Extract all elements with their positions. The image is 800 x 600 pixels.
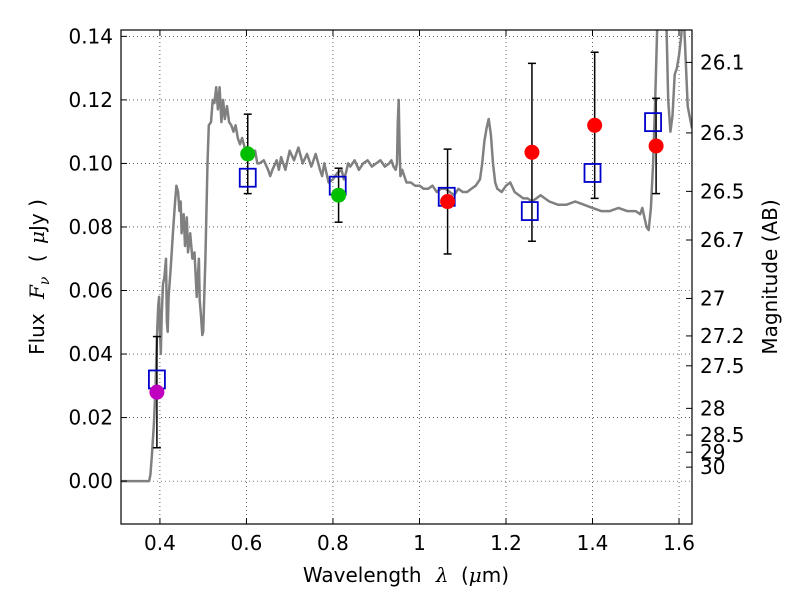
- y-tick-label: 0.10: [68, 151, 113, 175]
- y2-tick-label: 26.1: [700, 50, 745, 74]
- y-tick-label: 0.12: [68, 88, 113, 112]
- y-tick-label: 0.00: [68, 469, 113, 493]
- x-tick-label: 0.6: [231, 531, 263, 555]
- x-tick-label: 0.8: [317, 531, 349, 555]
- spectrum-layer: [121, 30, 692, 483]
- model-point: [238, 167, 257, 188]
- x-tick-label: 1: [413, 531, 426, 555]
- y2-tick-label: 28.5: [700, 423, 745, 447]
- observed-point: [331, 187, 347, 203]
- model-point: [583, 163, 602, 183]
- y2-tick-label: 26.5: [700, 179, 745, 203]
- observed-point: [240, 146, 256, 162]
- y-tick-label: 0.08: [68, 215, 113, 239]
- y-tick-label: 0.04: [68, 342, 113, 366]
- x-tick-label: 0.4: [144, 531, 176, 555]
- spectrum-line: [121, 30, 692, 483]
- axis-ticks: 0.4 0.6 0.8 1 1.2 1.4 1.6 0.00 0.02 0.04 0.06 0.08 0…: [68, 24, 744, 555]
- y-tick-label: 0.14: [68, 24, 113, 48]
- y-tick-label: 0.02: [68, 406, 113, 430]
- grid-lines: [121, 30, 692, 524]
- observed-markers: [149, 117, 664, 400]
- x-tick-label: 1.2: [490, 531, 522, 555]
- observed-point: [440, 194, 456, 210]
- x-tick-label: 1.6: [663, 531, 695, 555]
- y2-tick-label: 27.2: [700, 324, 745, 348]
- x-tick-label: 1.4: [577, 531, 609, 555]
- y2-tick-label: 30: [700, 455, 725, 479]
- model-point: [520, 201, 539, 221]
- model-markers: [148, 112, 662, 390]
- y2-tick-label: 29: [700, 440, 725, 464]
- y2-tick-label: 26.3: [700, 121, 745, 145]
- y2-tick-label: 27: [700, 286, 725, 310]
- observed-point: [587, 117, 603, 133]
- observed-point: [648, 138, 664, 154]
- observed-point: [524, 144, 540, 160]
- model-point: [644, 112, 662, 133]
- error-bars: [152, 51, 661, 449]
- x-axis-label: Wavelength λ (μm): [303, 563, 509, 587]
- y-tick-label: 0.06: [68, 279, 113, 303]
- observed-point: [149, 384, 165, 400]
- y-axis-label: Flux Fν ( μJy ): [25, 199, 54, 355]
- y2-axis-label: Magnitude (AB): [758, 199, 782, 354]
- y2-tick-label: 28: [700, 396, 725, 420]
- y2-tick-label: 27.5: [700, 354, 745, 378]
- plot-frame: [120, 29, 693, 525]
- y2-tick-label: 26.7: [700, 228, 745, 252]
